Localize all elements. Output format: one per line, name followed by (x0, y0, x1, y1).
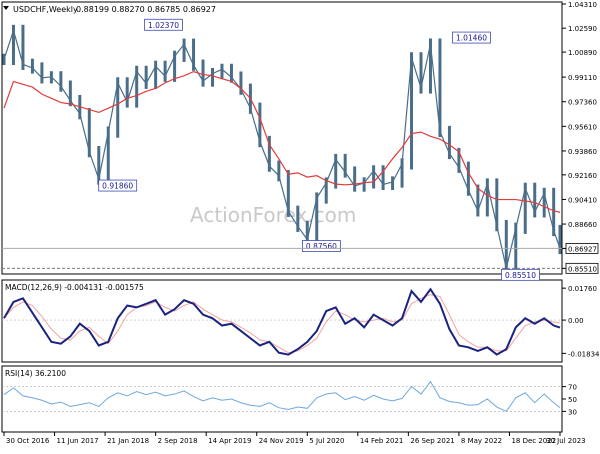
date-tick-label: 24 Nov 2019 (259, 437, 304, 445)
rsi-layer (2, 380, 562, 413)
price-annotation-box (452, 31, 491, 44)
rsi-tick-label: 30 (568, 408, 577, 416)
date-tick-label: 21 Jan 2018 (107, 437, 149, 445)
price-annotation-box (501, 268, 540, 281)
annotation-layer: 1.02370 0.91860 0.87560 1.01460 0.85510 (98, 18, 540, 281)
collapse-triangle-icon[interactable] (3, 6, 9, 10)
price-annotation-box (98, 179, 138, 192)
price-tick-label: 1.04310 (568, 1, 597, 9)
price-annotation-label: 0.91860 (102, 182, 133, 191)
price-tick-label: 0.99110 (568, 74, 597, 82)
date-tick-label: 5 Jul 2020 (309, 437, 344, 445)
rsi-line (3, 380, 561, 413)
date-tick-label: 14 Feb 2021 (360, 437, 404, 445)
macd-title: MACD(12,26,9) -0.004131 -0.001575 (5, 283, 144, 292)
price-tick-label: 0.88660 (568, 221, 597, 229)
price-tick-label: 0.97360 (568, 99, 597, 107)
macd-layer (2, 287, 562, 356)
date-tick-label: 8 May 2022 (461, 437, 502, 445)
date-tick-label: 11 Jun 2017 (57, 437, 99, 445)
price-series-layer (2, 24, 562, 274)
rsi-title: RSI(14) 36.2100 (5, 369, 66, 378)
rsi-tick-label: 70 (568, 384, 577, 392)
macd-tick-label: -0.01834 (568, 350, 600, 358)
price-tick-label: 0.93860 (568, 148, 597, 156)
macd-pane (1, 279, 563, 363)
price-tick-label: 0.92160 (568, 172, 597, 180)
price-tick-label: 1.02590 (568, 25, 597, 33)
price-annotation-box (302, 240, 341, 252)
price-tick-label: 0.86927 (568, 245, 597, 253)
price-pane (1, 1, 563, 275)
axis-layer: 1.04310 1.02590 1.00890 0.99110 0.97360 0.956… (2, 1, 600, 445)
price-tick-label: 0.85510 (568, 265, 597, 273)
price-tick-label: 0.95610 (568, 123, 597, 131)
date-tick-label: 30 Oct 2016 (6, 437, 50, 445)
price-annotation-label: 1.01460 (456, 34, 487, 43)
macd-signal-line (3, 294, 561, 354)
date-tick-label: 18 Dec 2022 (511, 437, 556, 445)
date-tick-label: 2 Sep 2018 (158, 437, 198, 445)
date-tick-label: 26 Sep 2021 (410, 437, 454, 445)
macd-tick-label: 0.01760 (568, 285, 597, 293)
date-tick-label: 30 Jul 2023 (546, 437, 586, 445)
price-annotation-box (144, 18, 183, 31)
price-annotation-label: 0.87560 (306, 242, 337, 251)
price-tick-label: 0.90410 (568, 196, 597, 204)
chart-title: USDCHF,Weekly (13, 5, 78, 14)
price-tick-label: 1.00890 (568, 49, 597, 57)
ohlc-values: 0.88199 0.88270 0.86785 0.86927 (76, 5, 216, 14)
rsi-tick-label: 50 (568, 396, 577, 404)
price-axis-marker (565, 262, 599, 274)
moving-average-line (3, 70, 561, 213)
macd-tick-label: 0.00 (568, 317, 584, 325)
price-line (3, 28, 561, 269)
watermark: ActionForex.com (190, 203, 356, 227)
price-annotation-label: 0.85510 (505, 271, 536, 280)
moving-average-layer (3, 70, 561, 213)
price-axis-marker (565, 243, 599, 254)
macd-line (3, 287, 561, 356)
price-annotation-label: 1.02370 (148, 21, 179, 30)
date-tick-label: 14 Apr 2019 (208, 437, 251, 445)
